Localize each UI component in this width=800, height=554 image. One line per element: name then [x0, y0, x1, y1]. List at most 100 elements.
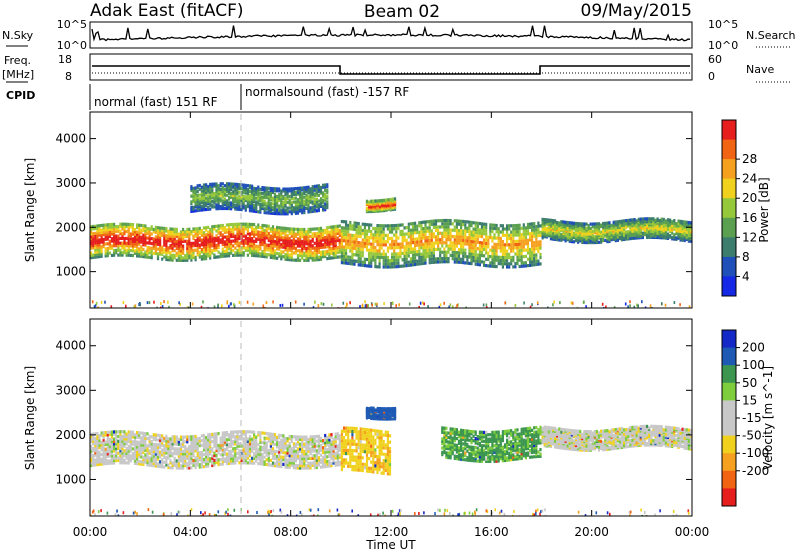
echo-cell	[478, 256, 481, 261]
echo-cell	[679, 219, 682, 223]
echo-cell	[294, 246, 297, 250]
echo-cell	[110, 244, 114, 248]
echo-cell	[267, 205, 270, 209]
echo-cell	[474, 227, 477, 231]
ground-scatter-cell	[312, 306, 315, 308]
echo-cell	[106, 242, 109, 246]
echo-cell	[108, 433, 111, 437]
echo-cell	[466, 220, 469, 224]
echo-cell	[248, 225, 252, 229]
echo-cell	[202, 240, 206, 244]
echo-cell	[286, 200, 289, 204]
ground-scatter-cell	[376, 302, 378, 306]
echo-cell	[205, 228, 208, 232]
echo-cell	[121, 449, 124, 453]
echo-cell	[90, 227, 93, 231]
echo-cell	[131, 442, 134, 446]
echo-cell	[127, 241, 130, 245]
echo-cell	[163, 460, 166, 464]
nsky-trace	[91, 25, 691, 42]
echo-cell	[414, 262, 417, 267]
echo-cell	[94, 449, 97, 453]
echo-cell	[205, 207, 208, 212]
echo-cell	[261, 197, 264, 201]
echo-cell	[376, 249, 379, 253]
ground-scatter-cell	[673, 301, 676, 304]
echo-cell	[159, 450, 162, 454]
echo-cell	[372, 233, 375, 237]
echo-cell	[108, 227, 111, 231]
echo-cell	[311, 187, 314, 191]
echo-cell	[292, 227, 295, 231]
echo-cell	[313, 246, 316, 250]
echo-cell	[202, 204, 206, 208]
echo-cell	[560, 225, 563, 229]
echo-cell	[282, 189, 285, 193]
echo-cell	[236, 190, 239, 194]
echo-cell	[503, 259, 507, 263]
echo-cell	[215, 203, 218, 207]
echo-cell	[338, 224, 341, 228]
echo-cell	[685, 227, 688, 231]
echo-cell	[516, 261, 519, 266]
echo-cell	[457, 248, 461, 252]
echo-cell	[386, 255, 389, 260]
echo-cell	[384, 262, 387, 266]
echo-cell	[186, 249, 189, 253]
echo-cell	[445, 228, 448, 232]
echo-cell	[207, 232, 210, 237]
ground-scatter-cell	[359, 305, 361, 308]
echo-cell	[123, 232, 126, 236]
echo-cell	[299, 242, 302, 246]
echo-cell	[294, 209, 297, 213]
echo-cell	[238, 236, 241, 241]
echo-cell	[246, 232, 249, 236]
echo-cell	[623, 227, 626, 232]
echo-cell	[261, 201, 264, 205]
echo-cell	[215, 234, 218, 238]
echo-cell	[213, 197, 216, 201]
echo-cell	[217, 203, 220, 207]
echo-cell	[409, 241, 412, 245]
echo-cell	[499, 243, 502, 247]
echo-cell	[499, 255, 502, 259]
echo-cell	[280, 254, 283, 259]
echo-cell	[156, 257, 160, 261]
echo-cell	[102, 438, 105, 442]
echo-cell	[501, 262, 504, 266]
echo-cell	[359, 228, 362, 232]
echo-cell	[453, 225, 456, 229]
echo-cell	[127, 456, 130, 460]
echo-cell	[284, 241, 287, 245]
echo-cell	[221, 206, 224, 211]
echo-cell	[332, 251, 335, 255]
echo-cell	[317, 189, 320, 194]
echo-cell	[560, 220, 563, 224]
echo-cell	[533, 263, 536, 267]
echo-cell	[382, 265, 385, 269]
echo-cell	[493, 233, 496, 237]
echo-cell	[133, 459, 137, 463]
echo-cell	[198, 202, 201, 207]
echo-cell	[100, 247, 103, 251]
echo-cell	[334, 246, 337, 250]
echo-cell	[428, 261, 431, 265]
echo-cell	[286, 206, 289, 210]
echo-cell	[326, 235, 329, 239]
ground-scatter-cell	[552, 303, 554, 307]
echo-cell	[167, 463, 170, 467]
echo-cell	[516, 252, 519, 256]
echo-cell	[248, 195, 252, 199]
echo-cell	[441, 225, 444, 229]
echo-cell	[267, 201, 270, 206]
echo-cell	[432, 251, 435, 255]
echo-cell	[478, 250, 481, 254]
echo-cell	[140, 443, 143, 447]
echo-cell	[156, 443, 160, 447]
echo-cell	[462, 232, 465, 236]
echo-cell	[121, 430, 124, 434]
echo-cell	[196, 189, 199, 194]
echo-cell	[574, 233, 578, 237]
echo-cell	[234, 251, 237, 255]
echo-cell	[136, 225, 139, 229]
